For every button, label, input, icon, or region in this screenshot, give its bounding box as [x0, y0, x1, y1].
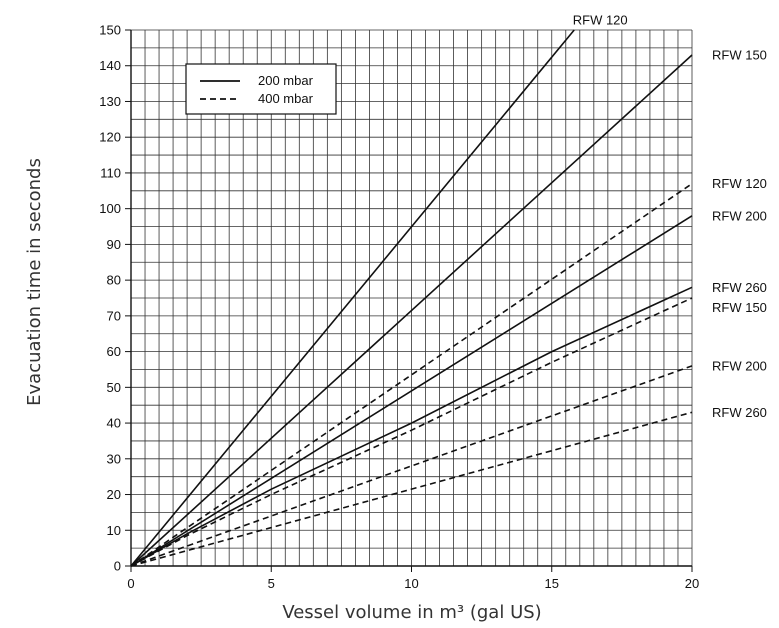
- y-tick-label: 30: [107, 451, 121, 466]
- series-end-label: RFW 260: [712, 405, 767, 420]
- legend-box: [185, 63, 337, 115]
- series-lines: [130, 29, 693, 567]
- x-tick-label: 10: [404, 576, 418, 591]
- y-tick-label: 20: [107, 487, 121, 502]
- y-tick-label: 100: [99, 201, 121, 216]
- series-line-rfw-150-200-mbar: [130, 54, 693, 567]
- series-end-label: RFW 150: [712, 300, 767, 315]
- axes: 0 10 20 30 40 50 60 70 80 90 100 110 120 130 140 150 0 5 1…: [99, 23, 699, 592]
- series-line-rfw-120-200-mbar: [130, 29, 575, 567]
- series-end-label: RFW 120: [712, 176, 767, 191]
- series-end-label: RFW 260: [712, 280, 767, 295]
- legend: 200 mbar 400 mbar: [185, 63, 337, 115]
- x-tick-label: 0: [127, 576, 134, 591]
- y-tick-label: 0: [114, 559, 121, 574]
- x-axis-title: Vessel volume in m³ (gal US): [282, 602, 541, 623]
- y-tick-label: 60: [107, 344, 121, 359]
- legend-label-400-mbar: 400 mbar: [258, 91, 314, 106]
- y-tick-label: 80: [107, 273, 121, 288]
- y-tick-label: 120: [99, 130, 121, 145]
- y-tick-label: 70: [107, 308, 121, 323]
- legend-label-200-mbar: 200 mbar: [258, 73, 314, 88]
- y-tick-label: 90: [107, 237, 121, 252]
- series-line-rfw-260-400-mbar: [130, 411, 693, 567]
- series-line-rfw-200-200-mbar: [130, 215, 693, 567]
- y-tick-label: 50: [107, 380, 121, 395]
- y-tick-label: 10: [107, 523, 121, 538]
- x-tick-label: 20: [685, 576, 699, 591]
- y-tick-label: 130: [99, 94, 121, 109]
- x-tick-label: 15: [545, 576, 559, 591]
- y-tick-label: 140: [99, 58, 121, 73]
- series-line-rfw-120-400-mbar: [130, 183, 693, 567]
- series-end-label: RFW 120: [573, 13, 628, 28]
- series-end-label: RFW 150: [712, 48, 767, 63]
- y-tick-label: 150: [99, 23, 121, 38]
- grid: [130, 29, 693, 567]
- series-end-label: RFW 200: [712, 208, 767, 223]
- y-tick-label: 40: [107, 416, 121, 431]
- series-line-rfw-150-400-mbar: [130, 297, 693, 567]
- y-tick-label: 110: [100, 165, 121, 180]
- series-line-rfw-260-200-mbar: [130, 286, 693, 567]
- y-axis-title: Evacuation time in seconds: [24, 158, 45, 406]
- x-tick-label: 5: [268, 576, 275, 591]
- series-labels: RFW 120 RFW 150 RFW 200 RFW 260 RFW 120 RFW 1…: [573, 13, 767, 420]
- series-end-label: RFW 200: [712, 358, 767, 373]
